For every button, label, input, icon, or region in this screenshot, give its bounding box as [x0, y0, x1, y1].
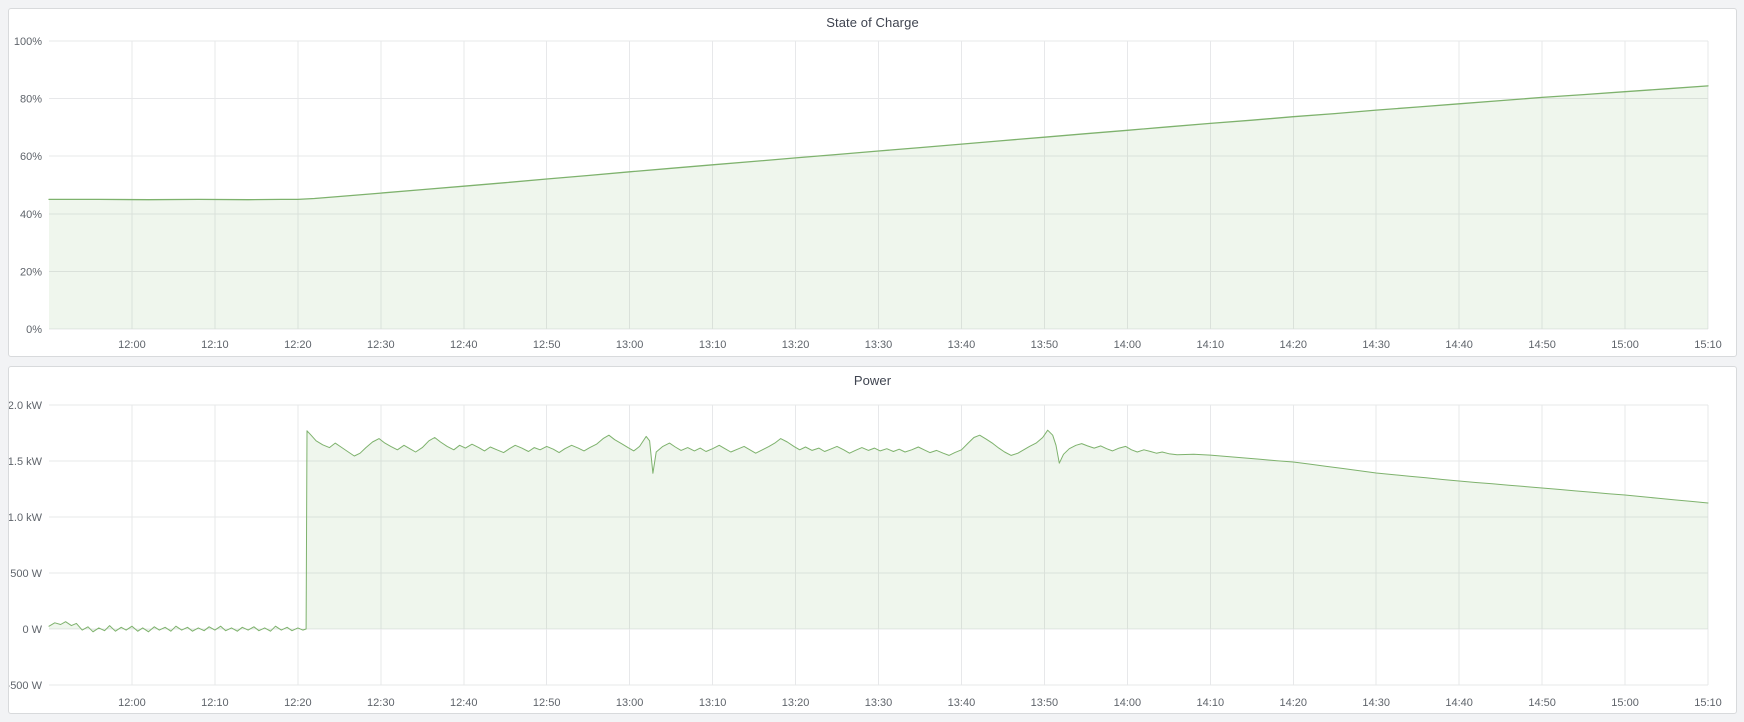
x-tick-label: 13:10 [699, 697, 727, 709]
x-tick-label: 12:50 [533, 697, 561, 709]
y-tick-label: 20% [20, 266, 42, 278]
x-tick-label: 14:40 [1445, 697, 1473, 709]
x-tick-label: 13:00 [616, 339, 644, 351]
x-tick-label: 14:30 [1362, 339, 1390, 351]
x-tick-label: 12:10 [201, 697, 229, 709]
y-tick-label: 1.0 kW [9, 512, 43, 524]
power-chart-canvas[interactable]: -500 W 0 W 500 W 1.0 kW 1.5 kW 2.0 kW 12:00 12:… [9, 367, 1736, 713]
x-tick-label: 13:50 [1031, 697, 1059, 709]
x-tick-label: 12:40 [450, 697, 478, 709]
y-tick-label: 40% [20, 209, 42, 221]
x-tick-label: 13:10 [699, 339, 727, 351]
panel-state-of-charge: State of Charge 0% 20% 40% 60% 80% 100% 12:00 1… [8, 8, 1737, 357]
x-tick-label: 14:50 [1528, 697, 1556, 709]
panel-title-power[interactable]: Power [853, 373, 892, 388]
x-tick-label: 12:00 [118, 697, 146, 709]
x-tick-label: 12:50 [533, 339, 561, 351]
y-tick-label: 60% [20, 151, 42, 163]
x-tick-label: 14:20 [1279, 697, 1307, 709]
x-tick-label: 13:40 [948, 339, 976, 351]
state-of-charge-chart-canvas[interactable]: 0% 20% 40% 60% 80% 100% 12:00 12:10 12:20 12:30 12… [9, 9, 1736, 356]
x-tick-label: 13:40 [948, 697, 976, 709]
panel-title-state-of-charge[interactable]: State of Charge [826, 15, 919, 30]
x-tick-label: 14:50 [1528, 339, 1556, 351]
x-tick-label: 14:10 [1197, 697, 1225, 709]
y-tick-label: 1.5 kW [9, 456, 43, 468]
x-tick-label: 12:20 [284, 697, 312, 709]
x-tick-label: 14:20 [1279, 339, 1307, 351]
x-tick-label: 14:30 [1362, 697, 1390, 709]
x-tick-label: 12:20 [284, 339, 312, 351]
x-tick-label: 13:30 [865, 339, 893, 351]
x-tick-label: 13:20 [782, 339, 810, 351]
x-tick-label: 13:50 [1031, 339, 1059, 351]
y-tick-label: 0% [26, 324, 42, 336]
x-tick-label: 15:00 [1611, 697, 1639, 709]
x-tick-label: 12:30 [367, 339, 395, 351]
y-tick-label: -500 W [9, 680, 43, 692]
y-tick-label: 80% [20, 94, 42, 106]
y-tick-label: 2.0 kW [9, 400, 43, 412]
x-tick-label: 14:00 [1114, 339, 1142, 351]
x-tick-label: 15:00 [1611, 339, 1639, 351]
y-tick-label: 100% [14, 36, 42, 48]
x-tick-label: 14:10 [1197, 339, 1225, 351]
x-tick-label: 14:00 [1114, 697, 1142, 709]
x-tick-label: 12:30 [367, 697, 395, 709]
x-tick-label: 12:10 [201, 339, 229, 351]
x-tick-label: 15:10 [1694, 339, 1722, 351]
x-tick-label: 13:00 [616, 697, 644, 709]
panel-power: Power -500 W 0 W 500 W 1.0 kW 1.5 kW 2.0 kW 12… [8, 366, 1737, 714]
x-tick-label: 14:40 [1445, 339, 1473, 351]
x-tick-label: 12:00 [118, 339, 146, 351]
x-tick-label: 13:20 [782, 697, 810, 709]
x-tick-label: 15:10 [1694, 697, 1722, 709]
y-tick-label: 500 W [10, 568, 42, 580]
x-tick-label: 12:40 [450, 339, 478, 351]
x-tick-label: 13:30 [865, 697, 893, 709]
y-tick-label: 0 W [22, 624, 42, 636]
